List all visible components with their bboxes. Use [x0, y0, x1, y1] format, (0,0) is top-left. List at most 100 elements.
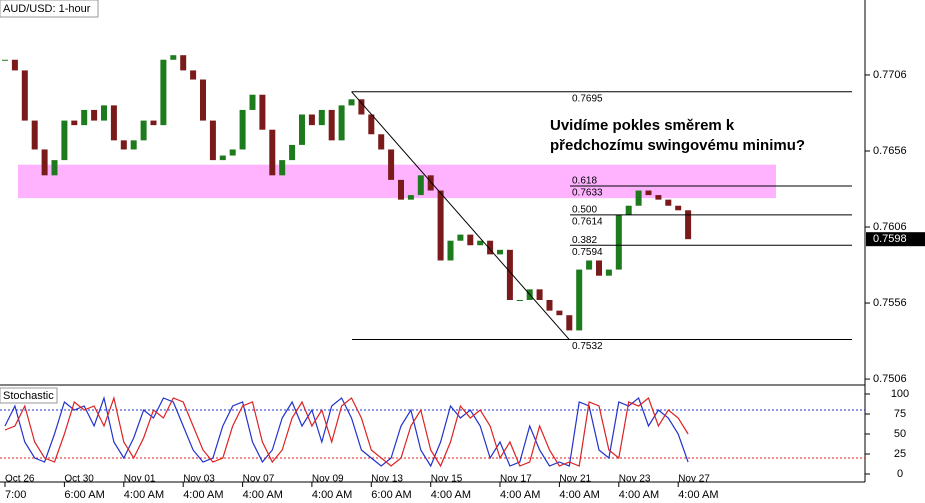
fib-ratio-label: 0.500 [572, 204, 597, 215]
x-tick-time: 4:00 AM [619, 489, 659, 501]
y-tick-label: 0 [897, 468, 903, 480]
y-tick-label: 0.7706 [873, 69, 907, 81]
y-tick-label: 50 [894, 428, 906, 440]
x-tick-label: Nov 13 [371, 474, 403, 485]
candle [447, 240, 454, 261]
candle [41, 149, 48, 176]
x-tick-label: Nov 15 [431, 474, 463, 485]
y-tick-label: 0.7506 [873, 373, 907, 385]
candle [487, 240, 494, 255]
candle [457, 234, 464, 241]
candle [259, 94, 266, 130]
candle [506, 249, 513, 301]
x-tick-time: 4:00 AM [243, 489, 283, 501]
x-tick-label: Nov 03 [183, 474, 215, 485]
candle [625, 205, 632, 215]
y-tick-label: 0.7556 [873, 297, 907, 309]
candle [91, 109, 98, 121]
x-tick-label: Nov 07 [243, 474, 275, 485]
candle [685, 210, 692, 240]
x-tick-label: Nov 23 [619, 474, 651, 485]
y-tick-label: 0.7606 [873, 221, 907, 233]
x-tick-time: 4:00 AM [678, 489, 718, 501]
x-tick-label: Oct 30 [64, 474, 94, 485]
panel-title-box [0, 387, 58, 404]
candle [61, 120, 68, 161]
annotation: Uvidíme pokles směrem k [550, 117, 735, 134]
candle [635, 190, 642, 206]
candle [279, 160, 286, 176]
support-zone [18, 164, 776, 199]
x-tick-label: Nov 21 [559, 474, 591, 485]
x-tick-label: Nov 09 [312, 474, 344, 485]
y-tick-label: 100 [891, 388, 909, 400]
panel-title: Stochastic [3, 390, 54, 402]
candle [160, 59, 167, 126]
candle [645, 190, 652, 196]
stochastic-line [4, 395, 689, 468]
candle [596, 260, 602, 276]
x-tick-label: Nov 01 [124, 474, 156, 485]
annotation: předchozímu swingovému minimu? [550, 137, 805, 154]
candle [338, 105, 345, 141]
x-tick-time: 4:00 AM [312, 489, 352, 501]
price-tag [866, 232, 925, 247]
candle [299, 114, 305, 145]
candle [556, 310, 563, 316]
chart-title: AUD/USD: 1-hour [3, 3, 91, 15]
candle [388, 149, 395, 180]
candle [239, 109, 246, 150]
x-tick-label: Nov 27 [678, 474, 710, 485]
candle [665, 199, 672, 206]
candle [219, 155, 226, 161]
candle [477, 240, 484, 246]
candle [546, 300, 553, 311]
candle [170, 55, 177, 60]
x-tick-time: 6:00 AM [371, 489, 411, 501]
title-box [0, 0, 99, 18]
candle [209, 120, 216, 161]
candle [417, 175, 424, 196]
candle [358, 99, 365, 115]
x-tick-time: 4:00 AM [183, 489, 223, 501]
y-tick-label: 0.7656 [873, 145, 907, 157]
candle [190, 70, 197, 80]
candle [378, 134, 385, 150]
fib-ratio-label: 0.618 [572, 176, 597, 187]
candle [101, 105, 107, 121]
stochastic-line [4, 395, 689, 468]
candle [348, 99, 355, 106]
candle [130, 140, 137, 150]
x-tick-time: 4:00 AM [559, 489, 599, 501]
candle [328, 109, 335, 141]
candle [576, 269, 583, 331]
candle [675, 205, 682, 211]
candle [655, 195, 662, 200]
candle [110, 105, 117, 141]
x-tick-label: Oct 26 [5, 474, 35, 485]
fib-price-label: 0.7532 [572, 341, 603, 352]
candle [437, 190, 444, 261]
candle [467, 234, 474, 246]
candle [398, 179, 404, 200]
candle [2, 59, 8, 61]
candle [140, 120, 147, 141]
candle [229, 149, 236, 156]
candle [249, 94, 256, 110]
fib-price-label: 0.7594 [572, 247, 603, 258]
candle [318, 109, 325, 126]
fib-price-label: 0.7695 [572, 93, 603, 104]
price-tag-label: 0.7598 [873, 233, 907, 245]
candle [308, 114, 315, 126]
candle [71, 120, 78, 126]
x-tick-label: Nov 17 [500, 474, 532, 485]
candle [497, 249, 503, 255]
candle [180, 55, 187, 71]
candle [566, 315, 573, 331]
candle [605, 269, 612, 276]
candle [516, 300, 523, 302]
x-tick-time: 6:00 AM [64, 489, 104, 501]
fib-price-label: 0.7614 [572, 216, 603, 227]
